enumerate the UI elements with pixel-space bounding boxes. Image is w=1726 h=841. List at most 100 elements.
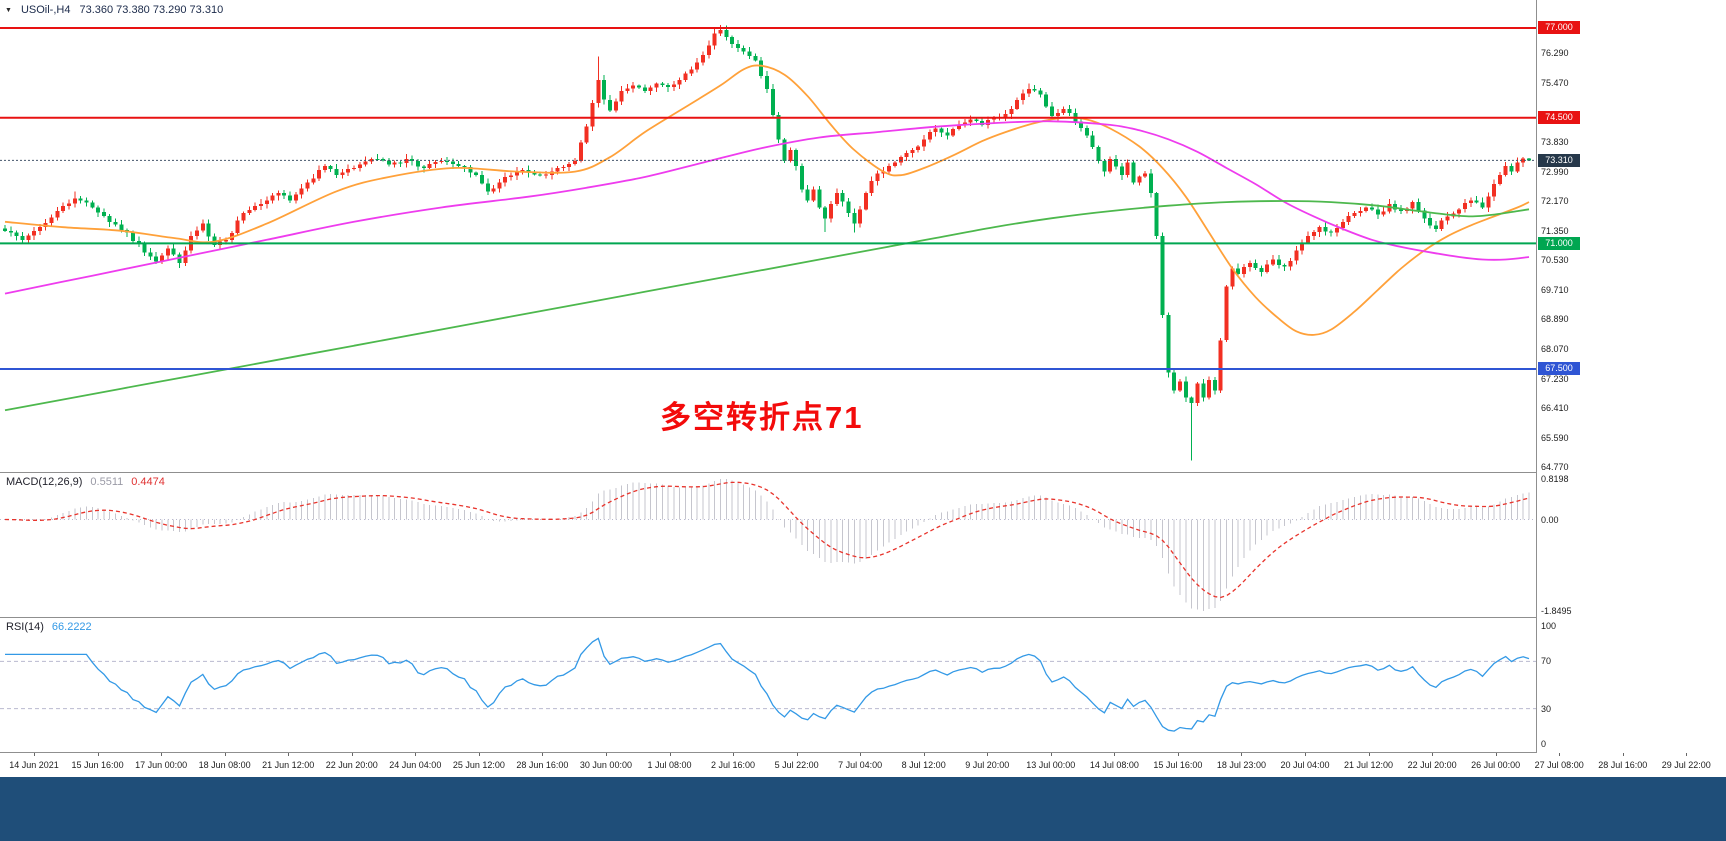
- rsi-value: 66.2222: [51, 621, 92, 633]
- candle: [974, 119, 979, 121]
- time-axis-tick: [542, 753, 544, 756]
- time-axis-tick: [224, 753, 226, 756]
- candle: [1259, 267, 1264, 273]
- time-axis-label: 20 Jul 04:00: [1280, 760, 1330, 770]
- candle: [328, 166, 333, 169]
- candle: [72, 198, 77, 204]
- candle: [317, 169, 322, 179]
- candle: [584, 126, 589, 143]
- candle: [1055, 112, 1060, 116]
- candle: [1282, 264, 1287, 267]
- price-tick-label: 70.530: [1541, 255, 1569, 266]
- rsi-axis-label: 70: [1541, 656, 1552, 667]
- time-axis-label: 1 Jul 08:00: [647, 760, 692, 770]
- candle: [1067, 108, 1072, 113]
- macd-panel[interactable]: MACD(12,26,9) 0.5511 0.4474: [0, 473, 1536, 617]
- price-tick-label: 69.710: [1541, 284, 1569, 295]
- time-axis-tick: [1114, 753, 1116, 756]
- macd-axis-label: 0.00: [1541, 514, 1559, 525]
- panel-separator[interactable]: [0, 752, 1726, 753]
- candle: [1143, 173, 1148, 177]
- time-axis-label: 25 Jun 12:00: [452, 760, 505, 770]
- candle: [1340, 221, 1345, 228]
- panel-separator[interactable]: [0, 472, 1726, 473]
- time-axis-label: 30 Jun 00:00: [579, 760, 632, 770]
- price-tick-label: 66.410: [1541, 403, 1569, 414]
- rsi-plot[interactable]: [0, 618, 1536, 752]
- time-axis-tick: [796, 753, 798, 756]
- macd-signal-value: 0.4474: [131, 476, 165, 488]
- panel-separator[interactable]: [0, 617, 1726, 618]
- time-axis[interactable]: 14 Jun 2021 15 Jun 16:00 17 Jun 00:00 18 Ju…: [0, 753, 1726, 777]
- current-price-badge: 73.310: [1538, 153, 1580, 167]
- candle: [794, 150, 799, 167]
- candle: [986, 119, 990, 125]
- price-chart[interactable]: [0, 0, 1536, 472]
- bottom-bar: [0, 777, 1726, 841]
- candle: [1084, 128, 1089, 136]
- candle: [1026, 89, 1031, 94]
- time-axis-label: 8 Jul 12:00: [901, 760, 946, 770]
- candle: [20, 235, 25, 240]
- price-tick-label: 65.590: [1541, 432, 1569, 443]
- candle: [922, 139, 927, 147]
- candle: [520, 169, 525, 172]
- candle: [480, 175, 484, 184]
- candle: [1276, 259, 1281, 265]
- candle: [474, 172, 479, 176]
- candle: [1032, 89, 1037, 91]
- candle: [241, 212, 246, 221]
- candle: [741, 47, 746, 52]
- candle: [206, 223, 211, 237]
- candle: [1172, 372, 1177, 391]
- macd-plot[interactable]: [0, 473, 1536, 617]
- candle: [288, 195, 292, 201]
- candle: [1131, 162, 1136, 183]
- symbol-marker-icon: ▼: [5, 6, 12, 14]
- candle: [363, 161, 368, 165]
- time-axis-tick: [605, 753, 607, 756]
- price-chart-area[interactable]: ▼ USOil-,H4 73.360 73.380 73.290 73.310 …: [0, 0, 1536, 472]
- candle: [829, 203, 833, 219]
- candle: [450, 161, 455, 165]
- candle: [910, 150, 915, 153]
- candle: [1300, 242, 1305, 251]
- candle: [602, 80, 607, 100]
- time-axis-label: 15 Jul 16:00: [1153, 760, 1203, 770]
- candle: [1119, 166, 1124, 176]
- candle: [1003, 114, 1008, 118]
- candle: [503, 177, 508, 183]
- macd-main-value: 0.5511: [90, 476, 124, 488]
- time-axis-tick: [1495, 753, 1497, 756]
- candle: [1323, 227, 1328, 232]
- candle: [916, 146, 921, 150]
- rsi-panel[interactable]: RSI(14) 66.2222: [0, 618, 1536, 752]
- candle: [567, 164, 572, 168]
- time-axis-tick: [923, 753, 925, 756]
- candle: [1038, 90, 1043, 95]
- candle: [1364, 207, 1369, 211]
- candle: [514, 171, 519, 176]
- candle: [154, 256, 159, 262]
- candle: [1015, 99, 1020, 109]
- price-axis[interactable]: 76.290 75.470 73.830 72.990 72.170 71.350 70.5…: [1536, 0, 1726, 753]
- candle: [1393, 203, 1398, 210]
- time-axis-tick: [34, 753, 35, 756]
- time-axis-tick: [1559, 753, 1561, 756]
- candle: [1201, 383, 1206, 398]
- candle: [1061, 108, 1066, 113]
- candle: [730, 37, 735, 45]
- price-tick-label: 73.830: [1541, 136, 1569, 147]
- candle: [1271, 259, 1276, 265]
- candle: [456, 164, 461, 167]
- candle: [485, 183, 490, 192]
- candle: [264, 200, 269, 204]
- candle: [357, 164, 362, 168]
- candle: [660, 83, 665, 85]
- candle: [590, 103, 595, 127]
- candle: [195, 230, 199, 237]
- candle: [957, 124, 961, 129]
- rsi-axis-label: 100: [1541, 621, 1557, 631]
- candle: [1247, 263, 1252, 268]
